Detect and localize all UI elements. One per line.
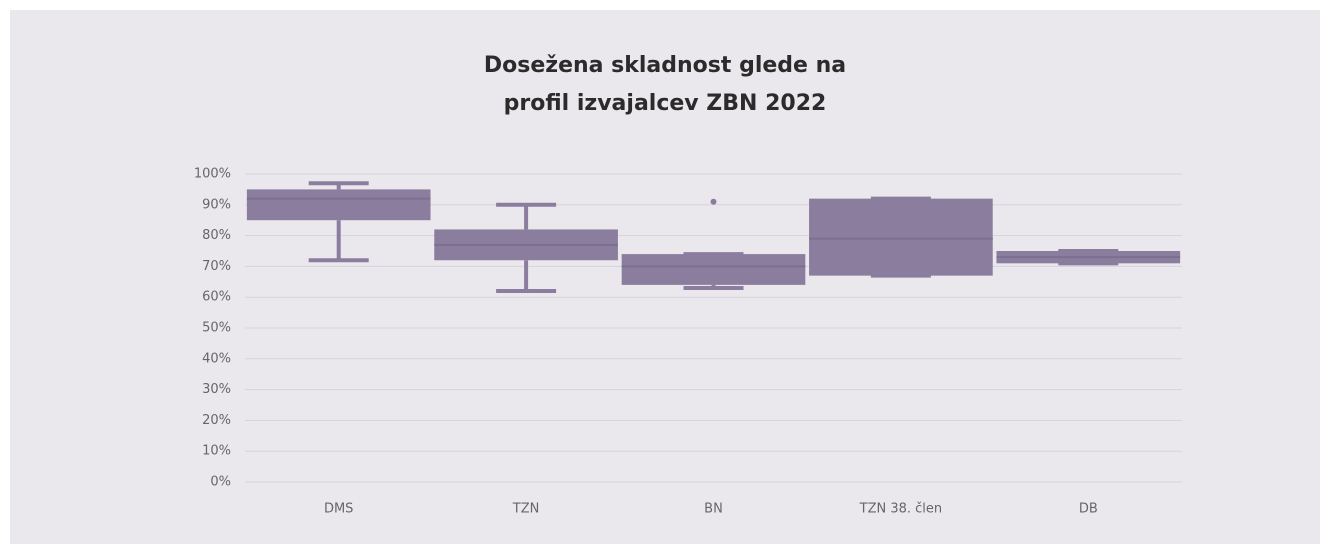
- x-tick-label: TZN 38. člen: [859, 502, 943, 517]
- y-tick-label: 70%: [202, 259, 231, 274]
- y-tick-label: 60%: [202, 290, 231, 305]
- box: [809, 198, 993, 276]
- y-tick-label: 90%: [202, 197, 231, 212]
- y-tick-label: 30%: [202, 382, 231, 397]
- y-tick-label: 100%: [194, 167, 231, 182]
- x-tick-label: TZN: [512, 502, 540, 517]
- y-tick-label: 40%: [202, 351, 231, 366]
- y-tick-label: 0%: [210, 475, 231, 490]
- outlier: [710, 198, 717, 205]
- chart-title: Dosežena skladnost glede na: [484, 53, 846, 78]
- y-tick-label: 80%: [202, 228, 231, 243]
- x-tick-label: DB: [1079, 502, 1098, 517]
- box: [621, 254, 806, 285]
- y-tick-label: 20%: [202, 413, 231, 428]
- x-tick-label: BN: [704, 502, 723, 517]
- x-tick-label: DMS: [324, 502, 353, 517]
- y-tick-label: 10%: [202, 444, 231, 459]
- box: [246, 189, 431, 221]
- y-tick-label: 50%: [202, 321, 231, 336]
- chart-title: profil izvajalcev ZBN 2022: [504, 91, 827, 116]
